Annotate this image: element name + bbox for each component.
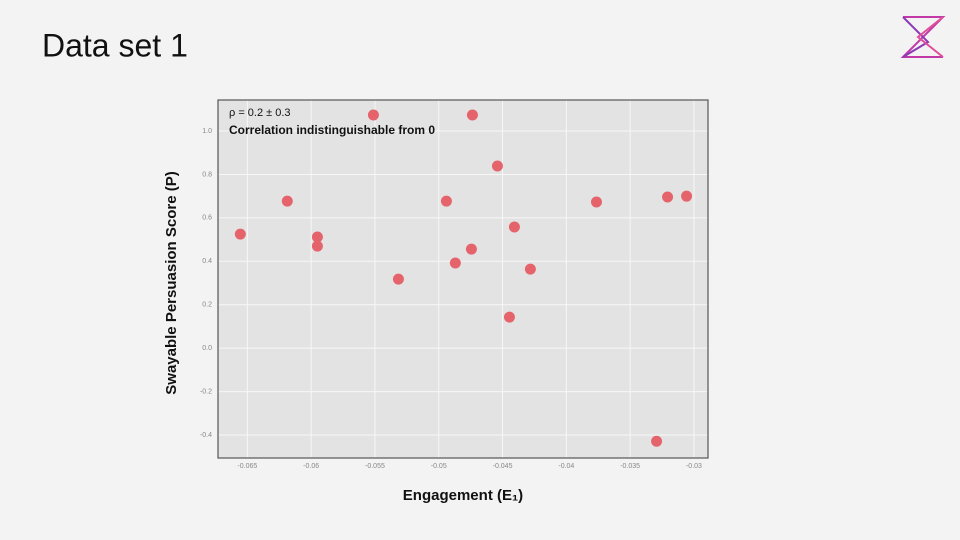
plot-border xyxy=(217,99,709,459)
point xyxy=(311,240,323,252)
y-axis-label: Swayable Persuasion Score (P) xyxy=(163,171,180,394)
y-tick-label: 0.0 xyxy=(202,345,212,352)
y-tick-label: 0.8 xyxy=(202,171,212,178)
y-tick-label: -0.2 xyxy=(200,388,212,395)
point xyxy=(681,190,693,202)
point xyxy=(466,109,478,121)
point xyxy=(234,228,246,240)
point xyxy=(367,109,379,121)
point xyxy=(651,435,663,447)
annotation: ρ = 0.2 ± 0.3 xyxy=(229,107,291,119)
y-tick-label: 0.2 xyxy=(202,302,212,309)
point xyxy=(524,263,536,275)
point xyxy=(508,221,520,233)
y-tick-label: 1.0 xyxy=(202,128,212,135)
x-tick-label: -0.035 xyxy=(620,463,640,470)
point xyxy=(392,273,404,285)
x-tick-label: -0.05 xyxy=(431,463,447,470)
logo xyxy=(900,16,946,58)
point xyxy=(465,243,477,255)
point xyxy=(440,195,452,207)
point xyxy=(662,191,674,203)
slide-title: Data set 1 xyxy=(42,27,188,63)
point xyxy=(449,257,461,269)
point xyxy=(491,160,503,172)
y-tick-label: 0.6 xyxy=(202,215,212,222)
point xyxy=(281,195,293,207)
x-axis-label: Engagement (E₁) xyxy=(403,487,523,504)
y-tick-label: 0.4 xyxy=(202,258,212,265)
annotation: Correlation indistinguishable from 0 xyxy=(229,123,435,137)
x-tick-label: -0.03 xyxy=(686,463,702,470)
plot-area xyxy=(218,100,708,458)
x-tick-label: -0.04 xyxy=(558,463,574,470)
x-tick-label: -0.045 xyxy=(493,463,513,470)
point xyxy=(590,196,602,208)
point xyxy=(311,231,323,243)
x-tick-label: -0.065 xyxy=(237,463,257,470)
point xyxy=(503,311,515,323)
x-tick-label: -0.055 xyxy=(365,463,385,470)
y-tick-label: -0.4 xyxy=(200,432,212,439)
x-tick-label: -0.06 xyxy=(303,463,319,470)
